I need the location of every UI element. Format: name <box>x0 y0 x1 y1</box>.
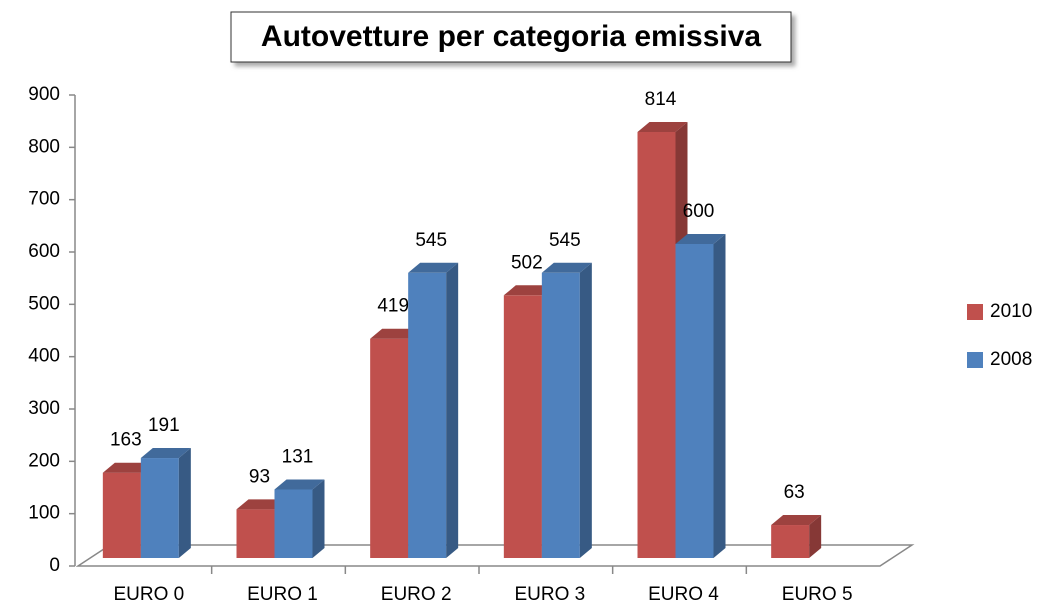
bar-top <box>274 479 325 490</box>
bar-top <box>675 234 726 244</box>
bar-front <box>140 458 179 558</box>
y-tick-label: 200 <box>28 450 60 471</box>
bar-side <box>446 262 459 558</box>
bar <box>140 448 191 558</box>
value-label: 131 <box>282 446 314 467</box>
bar-top <box>370 328 421 339</box>
y-tick-label: 700 <box>28 189 60 210</box>
y-tick-label: 600 <box>28 241 60 262</box>
x-tick-label: EURO 2 <box>381 584 452 605</box>
bar <box>541 262 592 558</box>
bar-top <box>408 262 459 273</box>
bar <box>771 515 822 558</box>
value-label: 545 <box>415 230 447 251</box>
bar-top <box>236 499 287 510</box>
y-tick-label: 100 <box>28 503 60 524</box>
value-label: 600 <box>683 201 715 222</box>
y-tick-label: 900 <box>28 84 60 105</box>
bar-front <box>274 489 313 558</box>
bar-side <box>312 479 325 558</box>
value-label: 63 <box>784 482 805 503</box>
bar-front <box>236 509 275 558</box>
x-tick-label: EURO 5 <box>782 584 853 605</box>
bar-front <box>370 338 409 558</box>
title-box <box>230 11 792 63</box>
bar-front <box>771 525 810 558</box>
legend-swatch <box>967 304 983 320</box>
legend-swatch <box>967 352 983 368</box>
y-tick-label: 400 <box>28 346 60 367</box>
value-label: 502 <box>511 252 543 273</box>
bar-top <box>140 448 191 459</box>
y-tick-label: 800 <box>28 136 60 157</box>
value-label: 93 <box>249 466 270 487</box>
bar-front <box>102 472 141 558</box>
bar <box>408 262 459 558</box>
bar-top <box>771 515 822 526</box>
bar <box>675 234 726 558</box>
value-label: 545 <box>549 230 581 251</box>
bar-top <box>541 262 592 273</box>
bar-side <box>713 234 726 558</box>
bar-top <box>503 285 554 296</box>
legend-label: 2008 <box>990 349 1032 370</box>
y-tick-label: 500 <box>28 293 60 314</box>
bar-side <box>178 448 191 558</box>
x-tick-label: EURO 1 <box>247 584 318 605</box>
bar <box>274 479 325 558</box>
x-tick-label: EURO 0 <box>113 584 184 605</box>
bar-top <box>637 122 688 133</box>
value-label: 163 <box>110 430 142 451</box>
bar-top <box>102 462 153 473</box>
chart-title: Autovetture per categoria emissiva <box>261 20 762 53</box>
x-tick-label: EURO 3 <box>514 584 585 605</box>
bar-front <box>503 295 542 558</box>
bar-front <box>637 132 676 559</box>
value-label: 814 <box>645 89 677 110</box>
bar-side <box>579 262 592 558</box>
bar-front <box>675 244 714 558</box>
bar-front <box>541 272 580 558</box>
y-tick-label: 0 <box>49 555 60 576</box>
y-tick-label: 300 <box>28 398 60 419</box>
value-label: 419 <box>377 296 409 317</box>
value-label: 191 <box>148 415 180 436</box>
x-tick-label: EURO 4 <box>648 584 719 605</box>
legend-label: 2010 <box>990 301 1032 322</box>
bar-side <box>809 515 822 558</box>
bar-front <box>408 272 447 558</box>
